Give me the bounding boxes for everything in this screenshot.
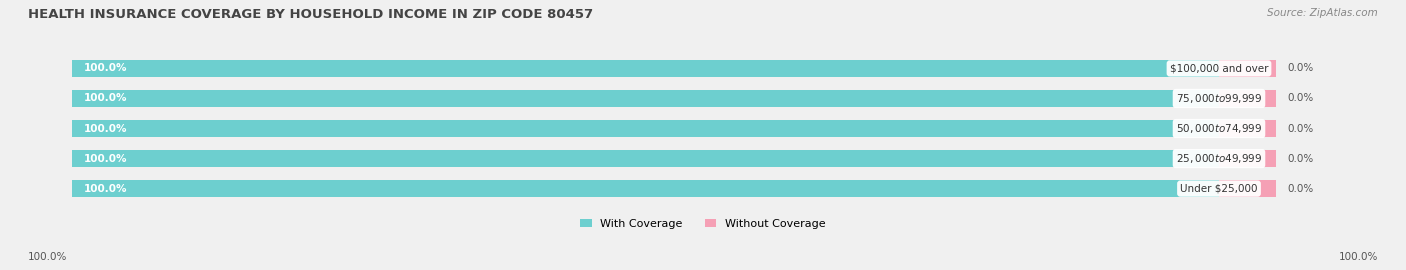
Text: Source: ZipAtlas.com: Source: ZipAtlas.com <box>1267 8 1378 18</box>
Text: 100.0%: 100.0% <box>1339 252 1378 262</box>
Legend: With Coverage, Without Coverage: With Coverage, Without Coverage <box>576 214 830 233</box>
Text: 100.0%: 100.0% <box>28 252 67 262</box>
Text: 100.0%: 100.0% <box>84 154 128 164</box>
Text: 100.0%: 100.0% <box>84 184 128 194</box>
Text: $100,000 and over: $100,000 and over <box>1170 63 1268 73</box>
Bar <box>72 60 1219 77</box>
Bar <box>1219 180 1277 197</box>
Bar <box>72 180 1219 197</box>
Bar <box>1219 120 1277 137</box>
Text: 100.0%: 100.0% <box>84 123 128 134</box>
Text: 100.0%: 100.0% <box>84 63 128 73</box>
Text: $25,000 to $49,999: $25,000 to $49,999 <box>1175 152 1263 165</box>
Text: 100.0%: 100.0% <box>84 93 128 103</box>
Bar <box>72 120 1219 137</box>
Text: HEALTH INSURANCE COVERAGE BY HOUSEHOLD INCOME IN ZIP CODE 80457: HEALTH INSURANCE COVERAGE BY HOUSEHOLD I… <box>28 8 593 21</box>
Bar <box>72 150 1219 167</box>
Bar <box>1219 150 1277 167</box>
Text: 0.0%: 0.0% <box>1288 184 1315 194</box>
Bar <box>72 120 1219 137</box>
Bar <box>72 150 1219 167</box>
Bar <box>72 90 1219 107</box>
Text: $50,000 to $74,999: $50,000 to $74,999 <box>1175 122 1263 135</box>
Text: 0.0%: 0.0% <box>1288 93 1315 103</box>
Bar <box>72 60 1219 77</box>
Text: 0.0%: 0.0% <box>1288 123 1315 134</box>
Text: $75,000 to $99,999: $75,000 to $99,999 <box>1175 92 1263 105</box>
Bar <box>1219 60 1277 77</box>
Bar <box>1219 90 1277 107</box>
Text: 0.0%: 0.0% <box>1288 154 1315 164</box>
Text: 0.0%: 0.0% <box>1288 63 1315 73</box>
Text: Under $25,000: Under $25,000 <box>1180 184 1258 194</box>
Bar <box>72 180 1219 197</box>
Bar <box>72 90 1219 107</box>
